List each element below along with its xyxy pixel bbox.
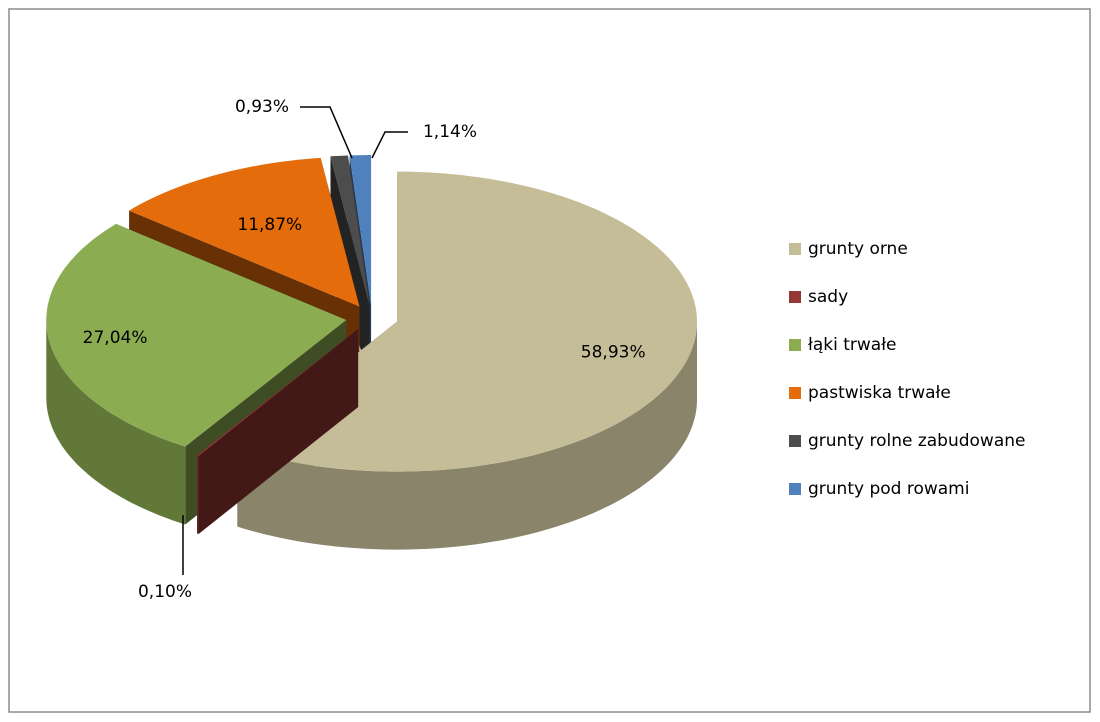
slice-side <box>330 156 370 384</box>
data-label: 27,04% <box>83 328 148 348</box>
legend-swatch <box>789 483 801 495</box>
leader-line <box>300 106 353 159</box>
slice-side <box>197 329 359 534</box>
slice <box>330 155 370 306</box>
slice-wall <box>197 455 199 534</box>
legend-label: sady <box>808 287 848 307</box>
legend-swatch <box>789 291 801 303</box>
data-labels: 58,93% 0,10% 27,04% 11,87% 0,93% 1,14% <box>83 97 646 602</box>
leader-line <box>371 131 408 159</box>
legend-label: łąki trwałe <box>808 335 897 355</box>
legend-swatch <box>789 435 801 447</box>
data-label: 1,14% <box>423 122 477 142</box>
legend: grunty orne sady łąki trwałe pastwiska trwa… <box>789 239 1026 499</box>
legend-label: grunty pod rowami <box>808 479 969 499</box>
data-label: 11,87% <box>237 215 302 235</box>
slice <box>197 329 359 456</box>
slice <box>129 157 360 307</box>
data-label: 58,93% <box>581 343 646 363</box>
legend-swatch <box>789 339 801 351</box>
legend-swatch <box>789 387 801 399</box>
pie <box>46 155 697 550</box>
slice-wall <box>237 321 697 550</box>
legend-label: grunty rolne zabudowane <box>808 431 1026 451</box>
legend-label: pastwiska trwałe <box>808 383 951 403</box>
data-label: 0,10% <box>138 582 192 602</box>
legend-swatch <box>789 243 801 255</box>
legend-label: grunty orne <box>808 239 908 259</box>
slice <box>46 223 347 447</box>
slice-wall <box>46 320 186 525</box>
data-label: 0,93% <box>235 97 289 117</box>
slice <box>349 155 372 305</box>
